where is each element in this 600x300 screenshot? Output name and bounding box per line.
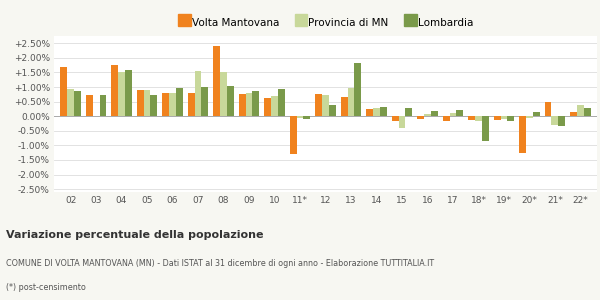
Bar (227, 85, 234, 116)
Bar (449, 113, 457, 116)
Bar (245, 93, 253, 116)
Bar (380, 107, 387, 116)
Bar (162, 93, 169, 116)
Bar (366, 109, 373, 116)
Bar (417, 116, 424, 119)
Bar (500, 116, 508, 119)
Bar (151, 95, 157, 116)
Bar (508, 116, 514, 122)
Bar (74, 92, 81, 116)
Bar (398, 116, 406, 128)
Bar (188, 93, 194, 116)
Bar (239, 94, 245, 116)
Bar (443, 116, 449, 121)
Bar (347, 88, 355, 116)
Bar (482, 116, 489, 141)
Bar (304, 116, 310, 119)
Bar (213, 46, 220, 116)
Bar (264, 98, 271, 116)
Bar (475, 116, 482, 121)
Bar (373, 108, 380, 116)
Bar (118, 72, 125, 116)
Bar (526, 116, 533, 118)
Text: COMUNE DI VOLTA MANTOVANA (MN) - Dati ISTAT al 31 dicembre di ogni anno - Elabor: COMUNE DI VOLTA MANTOVANA (MN) - Dati IS… (6, 260, 434, 268)
Bar (519, 116, 526, 153)
Bar (551, 116, 559, 125)
Bar (577, 105, 584, 116)
Bar (86, 95, 92, 116)
Bar (296, 116, 304, 118)
Bar (220, 72, 227, 116)
Bar (545, 102, 551, 116)
Bar (431, 111, 438, 116)
Text: Variazione percentuale della popolazione: Variazione percentuale della popolazione (6, 230, 263, 239)
Bar (457, 110, 463, 116)
Bar (67, 89, 74, 116)
Bar (329, 104, 336, 116)
Legend: Volta Mantovana, Provincia di MN, Lombardia: Volta Mantovana, Provincia di MN, Lombar… (178, 18, 473, 28)
Bar (137, 90, 143, 116)
Bar (406, 108, 412, 116)
Bar (584, 108, 591, 116)
Bar (570, 112, 577, 116)
Bar (424, 114, 431, 116)
Bar (533, 112, 540, 116)
Bar (278, 89, 285, 116)
Bar (322, 95, 329, 116)
Bar (290, 116, 296, 154)
Bar (125, 70, 132, 116)
Bar (194, 71, 202, 116)
Bar (494, 116, 500, 120)
Bar (176, 88, 183, 116)
Bar (559, 116, 565, 125)
Text: (*) post-censimento: (*) post-censimento (6, 284, 86, 292)
Bar (341, 97, 347, 116)
Bar (355, 63, 361, 116)
Bar (202, 87, 208, 116)
Bar (143, 90, 151, 116)
Bar (271, 96, 278, 116)
Bar (60, 67, 67, 116)
Bar (253, 92, 259, 116)
Bar (392, 116, 398, 121)
Bar (100, 95, 106, 116)
Bar (315, 94, 322, 116)
Bar (169, 93, 176, 116)
Bar (468, 116, 475, 120)
Bar (111, 65, 118, 116)
